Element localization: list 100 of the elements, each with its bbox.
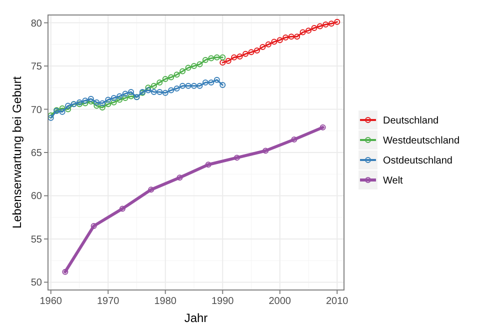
point [65, 102, 72, 109]
point [59, 108, 66, 115]
point [82, 100, 88, 106]
point [156, 88, 163, 95]
point [105, 101, 112, 108]
legend-label: Westdeutschland [383, 136, 460, 146]
y-tick-label: 60 [30, 191, 42, 202]
point [282, 34, 289, 40]
point [122, 95, 128, 102]
legend-label: Welt [383, 176, 404, 186]
point [220, 60, 226, 66]
point [48, 114, 54, 121]
point [185, 82, 192, 89]
point [150, 88, 157, 95]
point [288, 34, 294, 40]
point [220, 82, 226, 88]
point [162, 90, 168, 96]
point [82, 98, 88, 104]
point [208, 55, 214, 62]
point [110, 95, 117, 102]
point [94, 99, 100, 106]
point [48, 112, 54, 118]
y-axis-title: Lebenserwartung bei Geburt [10, 76, 24, 229]
point [294, 34, 300, 40]
y-tick-label: 80 [30, 18, 42, 30]
point [202, 79, 208, 86]
point [214, 76, 220, 83]
point [65, 106, 72, 112]
point [262, 148, 269, 154]
point [225, 58, 232, 64]
point [148, 186, 154, 193]
point [334, 18, 340, 25]
point [231, 54, 238, 60]
point [62, 268, 68, 275]
point [88, 96, 94, 102]
point [94, 102, 100, 109]
point [174, 86, 180, 92]
y-tick-label: 70 [30, 104, 42, 116]
point [174, 72, 180, 78]
point [316, 23, 323, 30]
point [116, 96, 123, 103]
point [168, 87, 174, 94]
point [236, 54, 243, 60]
point [116, 93, 123, 100]
point [196, 82, 203, 89]
point [220, 54, 226, 60]
point [59, 105, 66, 112]
point [162, 76, 168, 82]
point [328, 20, 334, 27]
point [145, 87, 152, 94]
point [105, 96, 112, 103]
point [190, 63, 197, 70]
point [208, 79, 214, 86]
y-tick-label: 55 [30, 234, 42, 246]
point [180, 68, 186, 74]
point [122, 90, 128, 97]
x-tick-label: 2000 [268, 296, 292, 307]
point [248, 49, 254, 56]
point [300, 29, 306, 36]
y-tick-label: 50 [30, 278, 42, 289]
x-tick-label: 1970 [96, 296, 120, 307]
point [99, 100, 106, 106]
point [242, 50, 249, 57]
point [254, 47, 260, 54]
point [306, 28, 312, 34]
x-tick-label: 2010 [326, 296, 349, 307]
point [176, 174, 183, 181]
point [260, 44, 266, 50]
point [150, 82, 157, 89]
point [90, 223, 97, 230]
point [119, 206, 126, 212]
x-tick-label: 1960 [40, 296, 62, 307]
point [185, 64, 192, 71]
point [320, 124, 326, 130]
point [205, 162, 212, 168]
x-tick-label: 1990 [212, 296, 234, 307]
legend-label: Deutschland [383, 116, 439, 126]
x-axis-title: Jahr [184, 311, 208, 325]
y-tick-label: 65 [30, 148, 42, 159]
point [196, 61, 203, 68]
point [110, 99, 117, 106]
point [291, 136, 298, 143]
point [190, 82, 197, 89]
point [234, 154, 240, 161]
point [311, 24, 318, 31]
point [99, 104, 106, 111]
point [128, 93, 134, 100]
point [156, 79, 163, 86]
point [271, 38, 278, 45]
x-tick-label: 1980 [154, 296, 177, 307]
legend-label: Ostdeutschland [383, 156, 452, 166]
point [322, 22, 329, 28]
point [214, 54, 220, 60]
point [128, 88, 134, 95]
y-tick-label: 75 [30, 62, 42, 73]
point [180, 82, 186, 89]
point [168, 74, 174, 80]
point [265, 41, 272, 48]
point [202, 56, 208, 63]
point [276, 37, 283, 44]
